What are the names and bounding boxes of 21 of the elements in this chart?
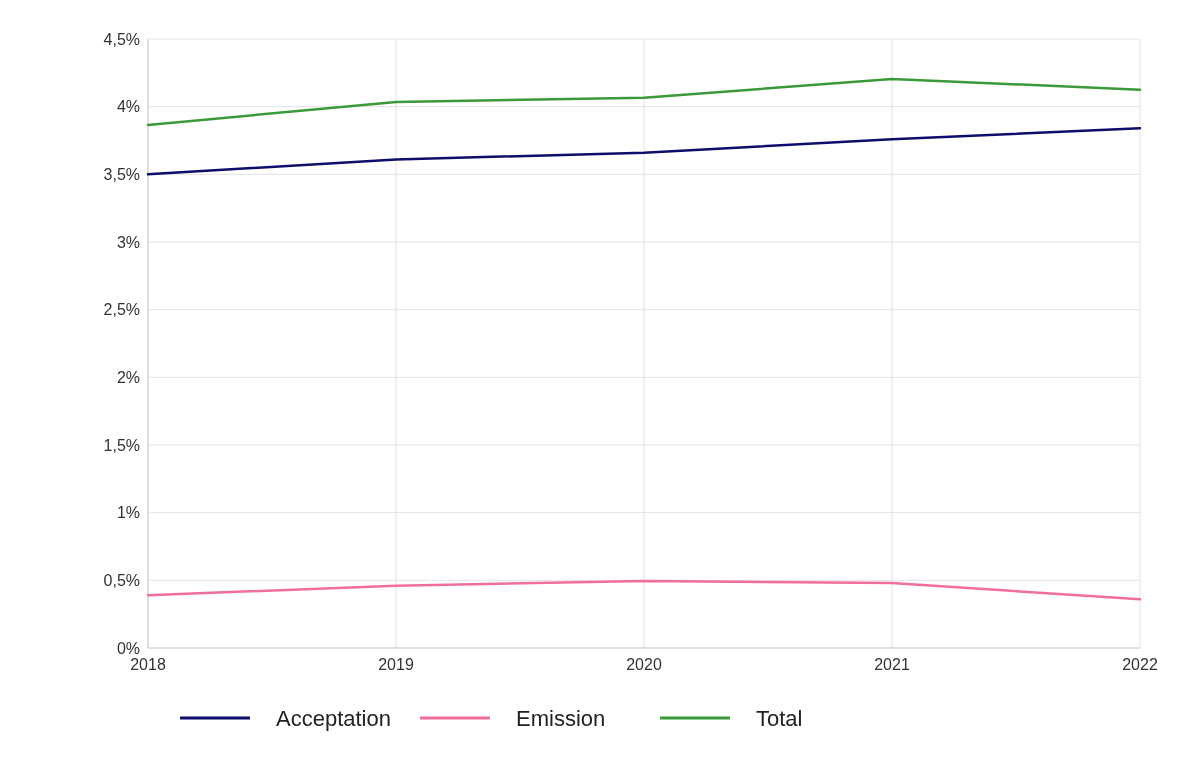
y-tick-label: 2% [116,368,140,386]
line-series [146,127,1142,176]
legend-label: Acceptation [276,705,391,731]
y-tick-label: 1% [116,504,140,522]
y-tick-label: 3,5% [103,165,140,183]
y-tick-label: 4,5% [103,30,140,48]
x-tick-label: 2022 [1122,656,1158,673]
x-tick-label: 2019 [378,656,414,673]
y-tick-label: 2,5% [103,301,140,319]
x-tick-label: 2021 [874,656,910,673]
x-tick-label: 2018 [130,656,166,673]
y-tick-label: 1,5% [103,436,140,454]
y-tick-label: 4% [116,98,140,116]
y-tick-label: 3% [116,233,140,251]
line-series [146,77,1142,127]
legend-label: Emission [516,705,606,731]
line-series [146,579,1142,601]
y-tick-label: 0,5% [103,571,140,589]
y-tick-label: 0% [116,639,140,657]
legend-label: Total [756,705,803,731]
x-tick-label: 2020 [626,656,662,673]
